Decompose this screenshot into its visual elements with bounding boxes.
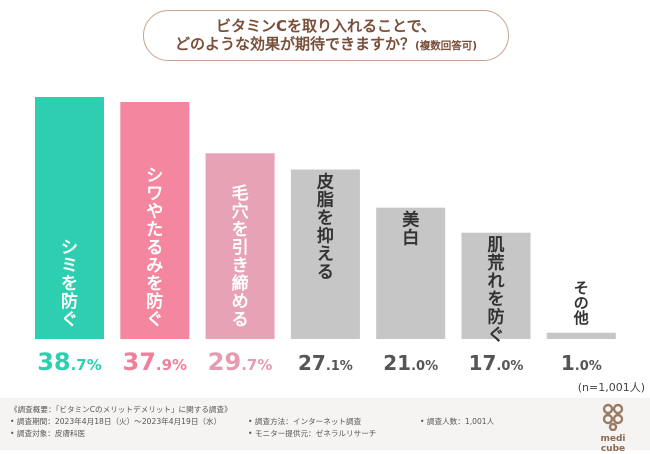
value-label-6: 17.0%: [469, 351, 524, 375]
category-labels-group: シミを防ぐ シワやたるみを防ぐ 毛穴を引き締める 皮脂を抑える 美白肌荒れを防ぐ その他: [61, 166, 589, 346]
logo-text: medi cube: [600, 434, 626, 454]
survey-period: • 調査期間：2023年4月18日（火）〜2023年4月19日（水）: [10, 417, 222, 426]
bar-1: [35, 97, 104, 339]
brand-logo: medi cube: [588, 403, 638, 454]
bar-3: [205, 153, 275, 339]
value-label-1: 38.7%: [37, 348, 102, 376]
category-label-3: 毛穴を引き締める: [232, 183, 249, 330]
value-label-3: 29.7%: [208, 348, 273, 376]
question-line-2-text: どのような効果が期待できますか？: [174, 35, 415, 53]
value-label-2: 37.9%: [123, 348, 188, 376]
logo-mark-icon: [602, 403, 624, 431]
value-label-4: 27.1%: [298, 351, 353, 375]
question-note: (複数回答可): [414, 40, 478, 52]
question-box: ビタミンCを取り入れることで、 どのような効果が期待できますか？(複数回答可): [143, 10, 509, 61]
bar-7: [546, 332, 616, 339]
bar-5: [376, 207, 446, 339]
question-line-2: どのような効果が期待できますか？(複数回答可): [144, 35, 508, 56]
survey-target: • 調査対象：皮膚科医: [10, 429, 86, 438]
category-label-1: シミを防ぐ: [61, 238, 78, 330]
bar-4: [290, 169, 360, 339]
bar-2: [120, 102, 190, 339]
survey-summary: 《調査概要：「ビタミンCのメリットデメリット」に関する調査》: [10, 405, 232, 414]
survey-count: • 調査人数：1,001人: [420, 417, 495, 426]
value-label-5: 21.0%: [383, 351, 438, 375]
survey-provider: • モニター提供元：ゼネラルリサーチ: [248, 429, 377, 438]
survey-footer: 《調査概要：「ビタミンCのメリットデメリット」に関する調査》 • 調査期間：20…: [0, 398, 650, 450]
value-label-7: 1.0%: [561, 351, 602, 375]
category-label-6: 肌荒れを防ぐ: [487, 236, 505, 346]
category-label-5: 美白: [402, 210, 420, 249]
category-label-4: 皮脂を抑える: [317, 172, 334, 283]
bars-group: [35, 97, 616, 339]
category-label-7: その他: [573, 279, 589, 327]
question-line-1: ビタミンCを取り入れることで、: [216, 17, 436, 35]
value-labels-group: 38.7% 37.9% 29.7% 27.1% 21.0% 17.0% 1.0%: [37, 348, 602, 376]
survey-method: • 調査方法：インターネット調査: [248, 417, 362, 426]
bar-6: [461, 232, 531, 339]
category-label-2: シワやたるみを防ぐ: [146, 166, 163, 330]
sample-size-note: (n=1,001人): [578, 381, 645, 394]
